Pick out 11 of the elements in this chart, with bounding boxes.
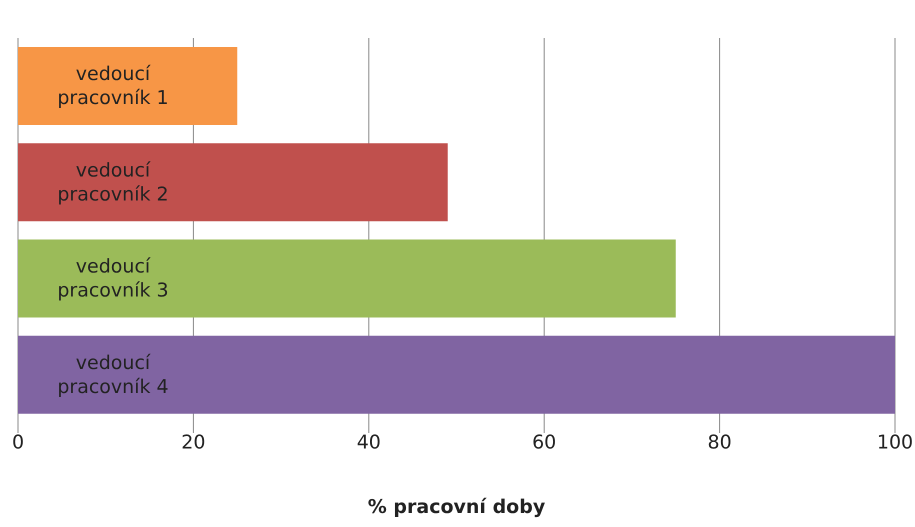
y-tick-label: vedoucí pracovník 3	[57, 256, 169, 302]
y-tick-label: vedoucí pracovník 2	[57, 159, 169, 206]
x-tick-label: 20	[181, 431, 206, 454]
y-tick-label: vedoucí pracovník 4	[57, 352, 169, 398]
x-tick-label: 80	[708, 431, 732, 454]
x-tick-label: 100	[876, 431, 914, 454]
x-tick-label: 60	[532, 431, 556, 454]
x-tick-label: 0	[12, 431, 24, 454]
x-tick-label: 40	[356, 431, 381, 454]
x-axis-title: % pracovní doby	[368, 496, 546, 518]
y-tick-label: vedoucí pracovník 1	[57, 63, 169, 109]
